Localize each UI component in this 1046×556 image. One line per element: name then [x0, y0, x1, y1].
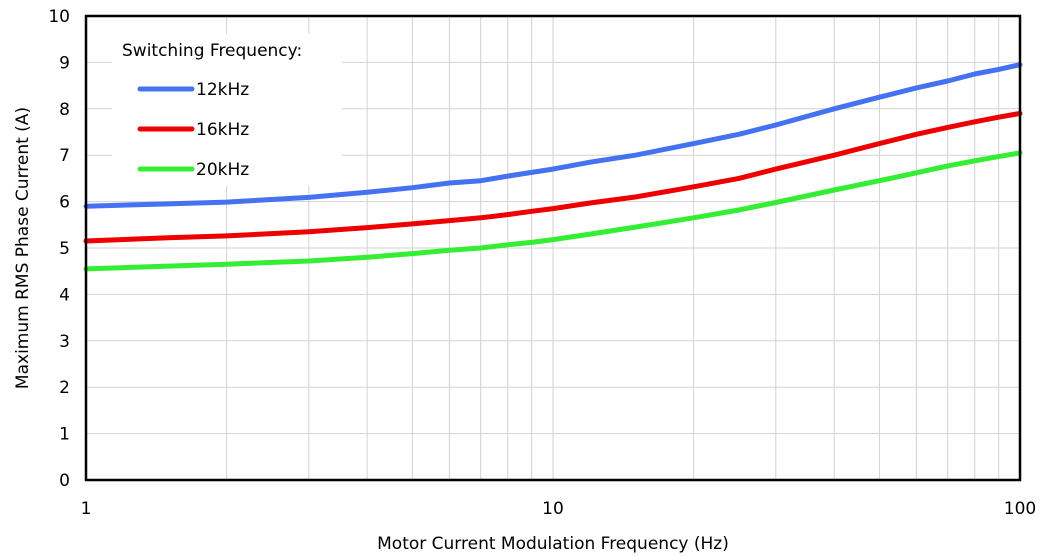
series-line-20kHz [83, 150, 1023, 272]
grid [86, 16, 1020, 480]
y-tick-label: 10 [48, 7, 70, 27]
y-tick-label: 2 [59, 378, 70, 398]
series-line-16kHz [83, 110, 1023, 244]
x-tick-label: 100 [1004, 499, 1036, 519]
y-tick-label: 4 [59, 285, 70, 305]
y-tick-label: 1 [59, 425, 70, 445]
legend-label-12kHz: 12kHz [196, 80, 249, 100]
plot-frame [84, 14, 1022, 482]
x-tick-label: 10 [542, 499, 564, 519]
series-line-12kHz [83, 62, 1023, 209]
legend-label-20kHz: 20kHz [196, 160, 249, 180]
legend: Switching Frequency: 12kHz 16kHz 20kHz [112, 34, 342, 186]
series-lines [83, 62, 1023, 272]
legend-background [112, 34, 342, 186]
legend-title: Switching Frequency: [122, 41, 302, 61]
y-tick-label: 7 [59, 146, 70, 166]
x-tick-labels: 1 10 100 [81, 499, 1037, 519]
y-axis-title: Maximum RMS Phase Current (A) [13, 107, 33, 389]
y-tick-label: 3 [59, 332, 70, 352]
y-tick-label: 0 [59, 471, 70, 491]
y-tick-label: 9 [59, 53, 70, 73]
x-axis-title: Motor Current Modulation Frequency (Hz) [377, 534, 729, 554]
x-tick-label: 1 [81, 499, 92, 519]
y-tick-label: 8 [59, 100, 70, 120]
y-tick-label: 6 [59, 193, 70, 213]
legend-items: 12kHz 16kHz 20kHz [137, 80, 249, 180]
legend-label-16kHz: 16kHz [196, 120, 249, 140]
y-tick-label: 5 [59, 239, 70, 259]
y-tick-labels: 0 1 2 3 4 5 6 7 8 9 10 [48, 7, 70, 491]
